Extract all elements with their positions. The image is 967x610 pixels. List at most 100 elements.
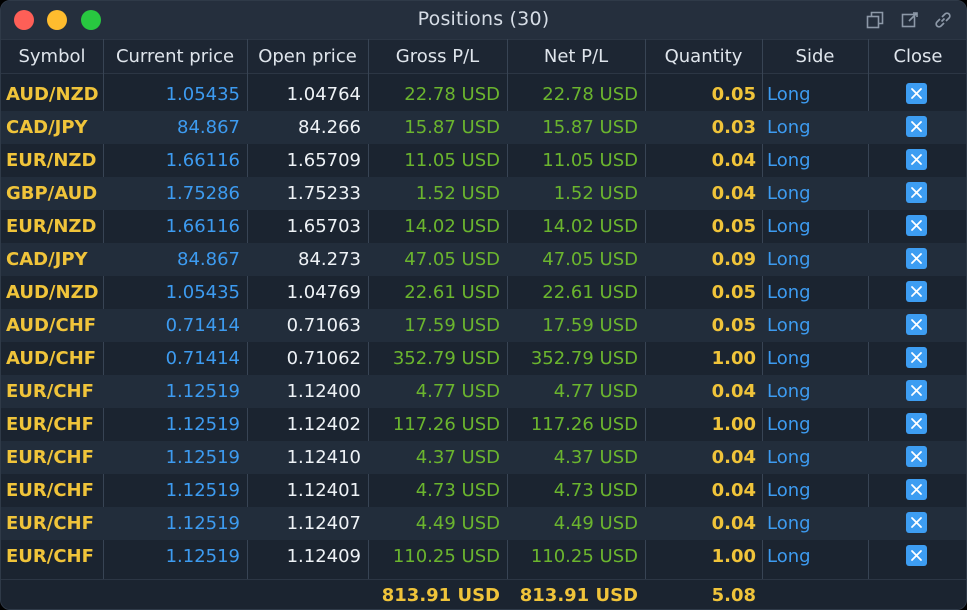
gross-pl-cell: 4.49 USD [415, 513, 500, 534]
close-position-button[interactable] [906, 446, 927, 467]
open-price-cell: 1.65709 [286, 150, 361, 171]
column-header-open-price[interactable]: Open price [258, 46, 357, 67]
close-position-button[interactable] [906, 380, 927, 401]
side-cell: Long [767, 546, 811, 567]
open-price-cell: 1.65703 [286, 216, 361, 237]
window-title: Positions (30) [417, 8, 550, 30]
column-header-current-price[interactable]: Current price [115, 46, 235, 67]
net-pl-cell: 1.52 USD [553, 183, 638, 204]
close-x-icon [911, 187, 922, 198]
close-position-button[interactable] [906, 479, 927, 500]
quantity-cell: 0.05 [711, 216, 756, 237]
open-price-cell: 1.12400 [286, 381, 361, 402]
total-net-pl: 813.91 USD [519, 585, 638, 606]
table-row[interactable]: EUR/CHF 1.12519 1.12410 4.37 USD 4.37 US… [1, 441, 966, 474]
window-minimize-button[interactable] [47, 10, 67, 30]
column-header-side[interactable]: Side [795, 46, 835, 67]
side-cell: Long [767, 414, 811, 435]
current-price-cell: 1.05435 [165, 282, 240, 303]
table-row[interactable]: EUR/NZD 1.66116 1.65709 11.05 USD 11.05 … [1, 144, 966, 177]
close-position-button[interactable] [906, 182, 927, 203]
quantity-cell: 0.05 [711, 282, 756, 303]
table-row[interactable]: EUR/NZD 1.66116 1.65703 14.02 USD 14.02 … [1, 210, 966, 243]
symbol-cell: AUD/NZD [6, 84, 99, 105]
table-row[interactable]: EUR/CHF 1.12519 1.12402 117.26 USD 117.2… [1, 408, 966, 441]
close-x-icon [911, 418, 922, 429]
quantity-cell: 0.03 [711, 117, 756, 138]
net-pl-cell: 22.78 USD [542, 84, 638, 105]
gross-pl-cell: 11.05 USD [404, 150, 500, 171]
total-quantity: 5.08 [711, 585, 756, 606]
edit-window-icon[interactable] [900, 10, 920, 30]
table-row[interactable]: CAD/JPY 84.867 84.273 47.05 USD 47.05 US… [1, 243, 966, 276]
close-position-button[interactable] [906, 512, 927, 533]
close-position-button[interactable] [906, 413, 927, 434]
close-position-button[interactable] [906, 248, 927, 269]
symbol-cell: EUR/NZD [6, 216, 97, 237]
side-cell: Long [767, 84, 811, 105]
table-row[interactable]: AUD/NZD 1.05435 1.04769 22.61 USD 22.61 … [1, 276, 966, 309]
table-row[interactable]: EUR/CHF 1.12519 1.12401 4.73 USD 4.73 US… [1, 474, 966, 507]
window-maximize-button[interactable] [81, 10, 101, 30]
close-x-icon [911, 121, 922, 132]
open-price-cell: 1.04764 [286, 84, 361, 105]
close-x-icon [911, 451, 922, 462]
symbol-cell: AUD/CHF [6, 315, 97, 336]
close-position-button[interactable] [906, 314, 927, 335]
link-icon[interactable] [933, 10, 953, 30]
close-position-button[interactable] [906, 347, 927, 368]
window-close-button[interactable] [14, 10, 34, 30]
table-row[interactable]: AUD/CHF 0.71414 0.71063 17.59 USD 17.59 … [1, 309, 966, 342]
table-row[interactable]: AUD/CHF 0.71414 0.71062 352.79 USD 352.7… [1, 342, 966, 375]
gross-pl-cell: 14.02 USD [404, 216, 500, 237]
column-header-symbol[interactable]: Symbol [18, 46, 86, 67]
close-position-button[interactable] [906, 215, 927, 236]
close-x-icon [911, 286, 922, 297]
symbol-cell: EUR/CHF [6, 381, 94, 402]
table-row[interactable]: CAD/JPY 84.867 84.266 15.87 USD 15.87 US… [1, 111, 966, 144]
symbol-cell: AUD/CHF [6, 348, 97, 369]
symbol-cell: CAD/JPY [6, 249, 88, 270]
gross-pl-cell: 117.26 USD [392, 414, 500, 435]
detach-window-icon[interactable] [865, 10, 885, 30]
column-header-gross-pl[interactable]: Gross P/L [395, 46, 480, 67]
current-price-cell: 1.12519 [165, 546, 240, 567]
current-price-cell: 1.66116 [165, 216, 240, 237]
open-price-cell: 84.273 [298, 249, 361, 270]
close-position-button[interactable] [906, 545, 927, 566]
table-row[interactable]: EUR/CHF 1.12519 1.12407 4.49 USD 4.49 US… [1, 507, 966, 540]
open-price-cell: 1.75233 [286, 183, 361, 204]
gross-pl-cell: 4.37 USD [415, 447, 500, 468]
side-cell: Long [767, 183, 811, 204]
quantity-cell: 0.04 [711, 513, 756, 534]
gross-pl-cell: 352.79 USD [392, 348, 500, 369]
column-header-net-pl[interactable]: Net P/L [543, 46, 609, 67]
title-bar[interactable]: Positions (30) [1, 1, 966, 39]
close-position-button[interactable] [906, 281, 927, 302]
table-row[interactable]: EUR/CHF 1.12519 1.12400 4.77 USD 4.77 US… [1, 375, 966, 408]
close-position-button[interactable] [906, 149, 927, 170]
table-header: Symbol Current price Open price Gross P/… [1, 39, 966, 74]
total-gross-pl: 813.91 USD [381, 585, 500, 606]
side-cell: Long [767, 381, 811, 402]
column-header-quantity[interactable]: Quantity [664, 46, 743, 67]
quantity-cell: 1.00 [711, 348, 756, 369]
current-price-cell: 1.12519 [165, 513, 240, 534]
table-row[interactable]: AUD/NZD 1.05435 1.04764 22.78 USD 22.78 … [1, 78, 966, 111]
open-price-cell: 1.12410 [286, 447, 361, 468]
current-price-cell: 1.12519 [165, 381, 240, 402]
symbol-cell: EUR/CHF [6, 480, 94, 501]
net-pl-cell: 15.87 USD [542, 117, 638, 138]
table-row[interactable]: EUR/CHF 1.12519 1.12409 110.25 USD 110.2… [1, 540, 966, 573]
column-header-close[interactable]: Close [893, 46, 943, 67]
close-position-button[interactable] [906, 83, 927, 104]
current-price-cell: 1.66116 [165, 150, 240, 171]
net-pl-cell: 11.05 USD [542, 150, 638, 171]
table-row[interactable]: GBP/AUD 1.75286 1.75233 1.52 USD 1.52 US… [1, 177, 966, 210]
open-price-cell: 0.71062 [286, 348, 361, 369]
close-position-button[interactable] [906, 116, 927, 137]
open-price-cell: 1.04769 [286, 282, 361, 303]
current-price-cell: 1.12519 [165, 480, 240, 501]
gross-pl-cell: 15.87 USD [404, 117, 500, 138]
